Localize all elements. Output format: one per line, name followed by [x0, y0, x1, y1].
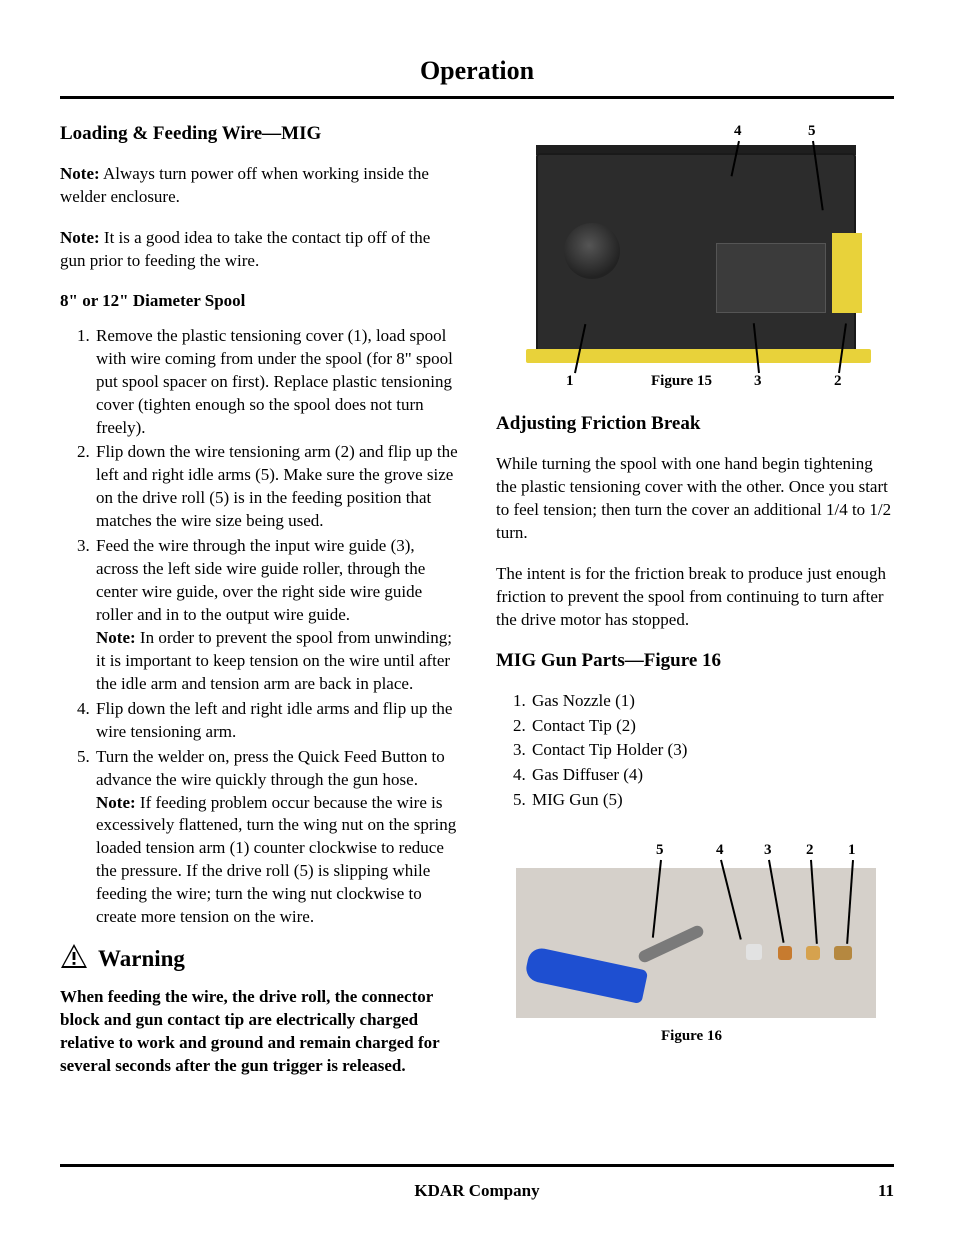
right-column: 4 5 1 3 2 Figure 15 Adjusting Friction B…	[496, 123, 894, 1078]
step-3: Feed the wire through the input wire gui…	[94, 535, 458, 696]
step-5-note-body: If feeding problem occur because the wir…	[96, 793, 456, 927]
fig15-label-5: 5	[808, 123, 816, 140]
mig-parts-list: Gas Nozzle (1) Contact Tip (2) Contact T…	[496, 690, 894, 813]
step-5-note-label: Note:	[96, 793, 136, 812]
mig-part-2: Contact Tip (2)	[530, 715, 894, 738]
figure-16-caption: Figure 16	[661, 1028, 722, 1045]
steps-list: Remove the plastic tensioning cover (1),…	[60, 325, 458, 929]
warning-icon	[60, 943, 88, 974]
fig16-background	[516, 868, 876, 1018]
figure-15-caption: Figure 15	[651, 373, 712, 390]
mig-gun-heading: MIG Gun Parts—Figure 16	[496, 650, 894, 672]
step-5: Turn the welder on, press the Quick Feed…	[94, 746, 458, 930]
note-2: Note: It is a good idea to take the cont…	[60, 227, 458, 273]
mig-part-3: Contact Tip Holder (3)	[530, 739, 894, 762]
content-columns: Loading & Feeding Wire—MIG Note: Always …	[60, 123, 894, 1078]
left-column: Loading & Feeding Wire—MIG Note: Always …	[60, 123, 458, 1078]
fig15-label-3: 3	[754, 373, 762, 390]
footer-company: KDAR Company	[60, 1181, 894, 1201]
figure-15: 4 5 1 3 2 Figure 15	[496, 123, 894, 393]
mig-part-5: MIG Gun (5)	[530, 789, 894, 812]
drive-assembly	[716, 243, 826, 313]
warning-row: Warning	[60, 943, 458, 974]
fig15-label-4: 4	[734, 123, 742, 140]
fig15-label-2: 2	[834, 373, 842, 390]
loading-feeding-heading: Loading & Feeding Wire—MIG	[60, 123, 458, 145]
footer-rule	[60, 1164, 894, 1167]
note-1: Note: Always turn power off when working…	[60, 163, 458, 209]
mig-part-4: Gas Diffuser (4)	[530, 764, 894, 787]
yellow-side-panel	[832, 233, 862, 313]
note-1-label: Note:	[60, 164, 100, 183]
fig16-label-2: 2	[806, 842, 814, 859]
step-5-body: Turn the welder on, press the Quick Feed…	[96, 747, 445, 789]
spool-knob	[564, 223, 620, 279]
figure-16: 5 4 3 2 1 Figure 16	[496, 818, 894, 1058]
page-title: Operation	[60, 56, 894, 86]
fig16-label-3: 3	[764, 842, 772, 859]
mig-part-1: Gas Nozzle (1)	[530, 690, 894, 713]
contact-tip	[806, 946, 820, 960]
fig16-label-4: 4	[716, 842, 724, 859]
gas-nozzle	[834, 946, 852, 960]
title-rule	[60, 96, 894, 99]
note-1-body: Always turn power off when working insid…	[60, 164, 429, 206]
step-4: Flip down the left and right idle arms a…	[94, 698, 458, 744]
step-1: Remove the plastic tensioning cover (1),…	[94, 325, 458, 440]
fig15-label-1: 1	[566, 373, 574, 390]
page-footer: KDAR Company 11	[60, 1181, 894, 1201]
note-2-body: It is a good idea to take the contact ti…	[60, 228, 430, 270]
fig16-label-1: 1	[848, 842, 856, 859]
step-3-note-body: In order to prevent the spool from unwin…	[96, 628, 452, 693]
friction-heading: Adjusting Friction Break	[496, 413, 894, 435]
note-2-label: Note:	[60, 228, 100, 247]
contact-tip-holder	[778, 946, 792, 960]
step-3-note-label: Note:	[96, 628, 136, 647]
step-2: Flip down the wire tensioning arm (2) an…	[94, 441, 458, 533]
fig16-label-5: 5	[656, 842, 664, 859]
spool-heading: 8" or 12" Diameter Spool	[60, 291, 458, 311]
warning-title: Warning	[98, 946, 185, 972]
step-3-body: Feed the wire through the input wire gui…	[96, 536, 425, 624]
friction-p1: While turning the spool with one hand be…	[496, 453, 894, 545]
warning-body: When feeding the wire, the drive roll, t…	[60, 986, 458, 1078]
gas-diffuser	[746, 944, 762, 960]
friction-p2: The intent is for the friction break to …	[496, 563, 894, 632]
